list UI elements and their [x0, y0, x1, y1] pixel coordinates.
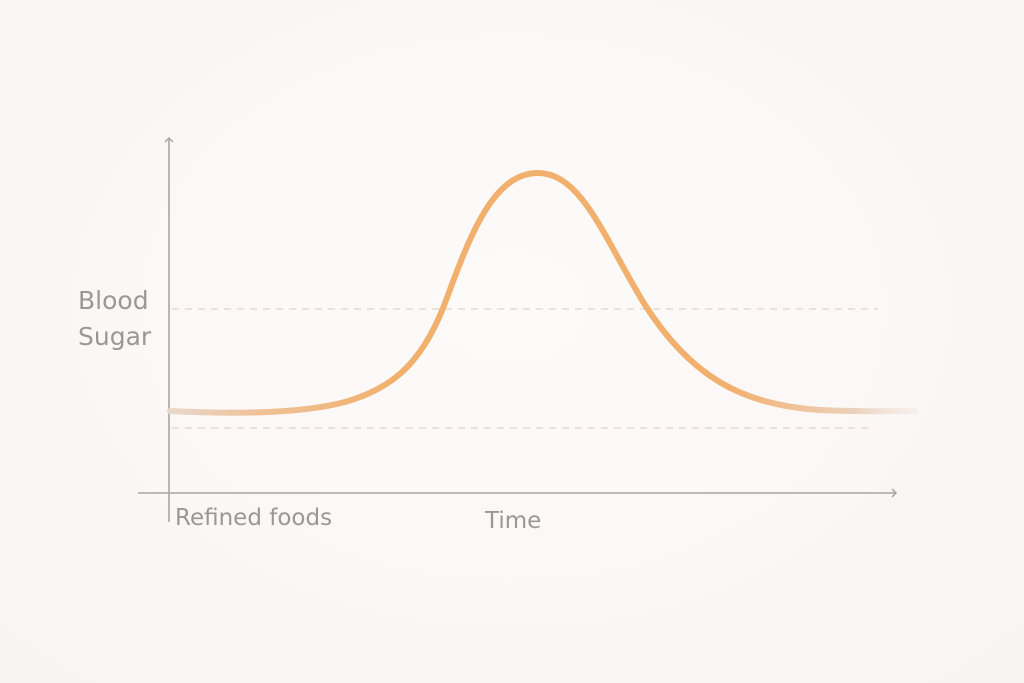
x-axis-label: Time: [485, 508, 542, 534]
blood-sugar-curve: [167, 169, 918, 416]
y-axis-label: Blood Sugar: [78, 286, 152, 351]
x-origin-label: Refined foods: [175, 505, 333, 531]
